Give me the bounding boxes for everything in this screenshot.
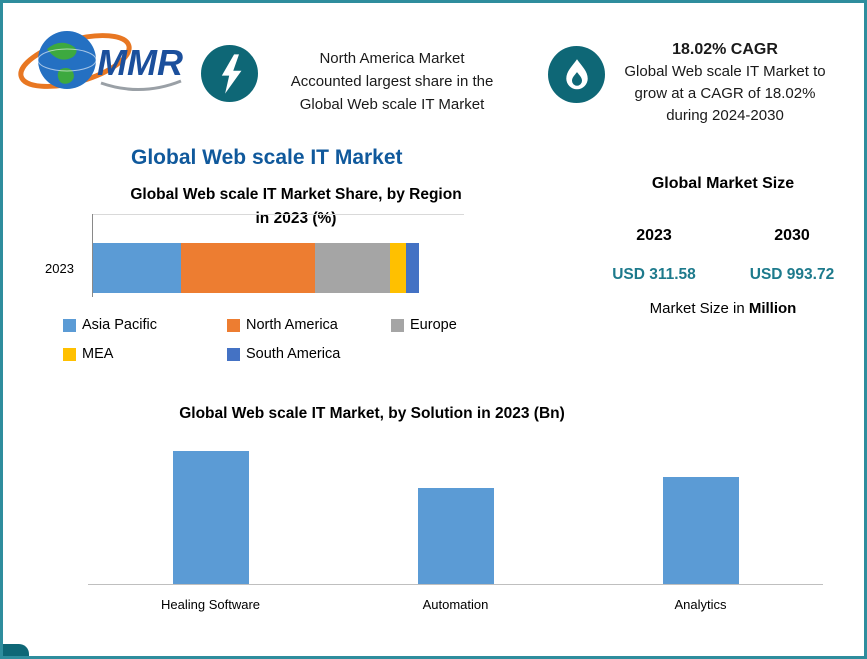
legend-swatch: [227, 318, 240, 332]
bar-healing-software: [172, 450, 249, 584]
bar-cell: [333, 435, 578, 584]
highlight1-text: North America Market Accounted largest s…: [259, 47, 525, 116]
highlight1-icon-circle: [201, 45, 258, 102]
stacked-segment-north-america: [181, 243, 315, 293]
bar-cell: [578, 435, 823, 584]
legend-item-europe: Europe: [391, 317, 555, 333]
bar-label: Healing Software: [161, 597, 260, 612]
legend-row: MEA South America: [63, 346, 555, 362]
market-size-note-prefix: Market Size in: [649, 300, 749, 317]
legend-swatch: [391, 318, 404, 332]
stacked-segment-mea: [389, 243, 406, 293]
legend-label: MEA: [82, 346, 114, 362]
legend-item-asia-pacific: Asia Pacific: [63, 317, 227, 333]
highlight1-line3: Global Web scale IT Market: [299, 96, 485, 113]
legend-label: South America: [246, 346, 341, 362]
market-size-col-2030: 2030 USD 993.72: [723, 227, 861, 284]
highlight2-line3: during 2024-2030: [666, 107, 784, 124]
market-size-title: Global Market Size: [651, 175, 795, 192]
legend-item-south-america: South America: [227, 346, 391, 362]
lightning-bolt-icon: [221, 53, 241, 94]
legend-swatch: [227, 347, 240, 361]
mmr-logo: MMR: [17, 13, 192, 111]
stacked-bar: [93, 243, 419, 293]
logo-latitude-line: [37, 48, 97, 72]
highlight2-text: 18.02% CAGR Global Web scale IT Market t…: [597, 39, 853, 127]
solution-chart-labels: Healing Software Automation Analytics: [88, 597, 823, 612]
highlight2-title: 18.02% CAGR: [672, 41, 778, 58]
highlight2-line2: grow at a CAGR of 18.02%: [634, 85, 816, 102]
market-size-columns: 2023 USD 311.58 2030 USD 993.72: [585, 227, 861, 284]
legend-row: Asia Pacific North America Europe: [63, 317, 555, 333]
market-size-year: 2023: [636, 227, 672, 244]
region-chart-title-line1: Global Web scale IT Market Share, by Reg…: [130, 186, 462, 203]
corner-accent: [3, 644, 29, 656]
logo-continent-south: [57, 68, 74, 84]
bar-label: Automation: [422, 597, 489, 612]
bar-label: Analytics: [674, 597, 727, 612]
region-chart-title-line2: in 2023 (%): [255, 210, 337, 227]
region-chart-y-axis: [92, 214, 93, 297]
solution-chart-bars: [88, 435, 823, 585]
legend-swatch: [63, 347, 76, 361]
market-size-value: USD 993.72: [749, 266, 835, 283]
highlight1-line1: North America Market: [319, 50, 465, 67]
logo-swoosh: [100, 79, 182, 91]
market-size-value: USD 311.58: [612, 266, 696, 283]
bar-analytics: [662, 476, 739, 584]
logo-text: MMR: [97, 42, 183, 83]
stacked-segment-south-america: [405, 243, 419, 293]
region-legend: Asia Pacific North America Europe MEA South …: [63, 317, 555, 362]
market-size-col-2023: 2023 USD 311.58: [585, 227, 723, 284]
legend-label: North America: [246, 317, 338, 333]
region-chart-category-label: 2023: [45, 261, 74, 276]
legend-label: Asia Pacific: [82, 317, 157, 333]
market-size-note: Market Size in Million: [601, 300, 845, 317]
region-chart-title: Global Web scale IT Market Share, by Reg…: [71, 183, 521, 231]
market-size-note-unit: Million: [748, 300, 797, 317]
highlight1-line2: Accounted largest share in the: [290, 73, 494, 90]
stacked-segment-europe: [314, 243, 390, 293]
logo-continent-north: [47, 42, 77, 60]
market-size-year: 2030: [774, 227, 810, 244]
highlight2-icon-circle: [548, 46, 605, 103]
mmr-logo-graphic: MMR: [18, 31, 183, 91]
flame-icon: [565, 58, 588, 89]
legend-swatch: [63, 318, 76, 332]
legend-item-north-america: North America: [227, 317, 391, 333]
legend-label: Europe: [410, 317, 457, 333]
solution-chart-title: Global Web scale IT Market, by Solution …: [179, 405, 565, 422]
page-title: Global Web scale IT Market: [131, 146, 403, 169]
bar-cell: [88, 435, 333, 584]
highlight2-line1: Global Web scale IT Market to: [624, 63, 826, 80]
bar-automation: [417, 487, 494, 584]
legend-item-mea: MEA: [63, 346, 227, 362]
region-chart-gridline: [92, 214, 464, 215]
stacked-segment-asia-pacific: [93, 243, 182, 293]
